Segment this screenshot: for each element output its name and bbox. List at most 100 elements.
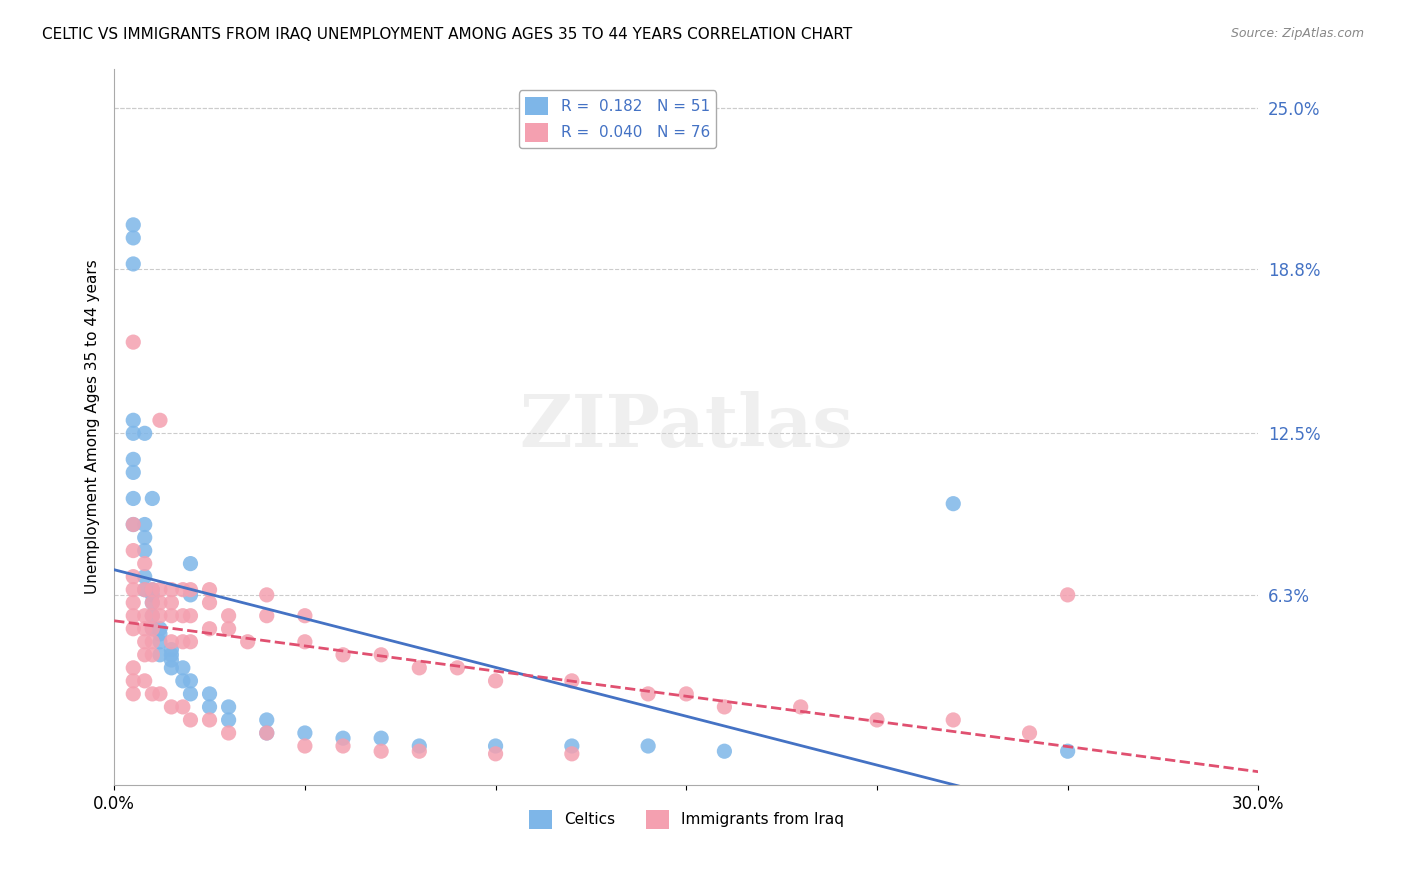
Point <box>141 648 163 662</box>
Point <box>675 687 697 701</box>
Point <box>122 452 145 467</box>
Point <box>179 673 201 688</box>
Point <box>370 744 392 758</box>
Point <box>149 687 172 701</box>
Point <box>141 608 163 623</box>
Point <box>122 596 145 610</box>
Point <box>160 642 183 657</box>
Point <box>236 634 259 648</box>
Point <box>122 218 145 232</box>
Point <box>332 648 354 662</box>
Point <box>789 700 811 714</box>
Point <box>332 731 354 746</box>
Point <box>198 700 221 714</box>
Point <box>160 700 183 714</box>
Point <box>122 231 145 245</box>
Point <box>134 517 156 532</box>
Point <box>561 739 583 753</box>
Point <box>256 726 278 740</box>
Point <box>179 588 201 602</box>
Point <box>134 634 156 648</box>
Point <box>198 622 221 636</box>
Point <box>172 582 194 597</box>
Point <box>134 426 156 441</box>
Point <box>141 634 163 648</box>
Point <box>134 531 156 545</box>
Point <box>122 335 145 350</box>
Point <box>134 673 156 688</box>
Point <box>484 673 506 688</box>
Point <box>408 661 430 675</box>
Point <box>122 622 145 636</box>
Point <box>141 596 163 610</box>
Point <box>160 661 183 675</box>
Point <box>160 634 183 648</box>
Point <box>294 739 316 753</box>
Point <box>141 622 163 636</box>
Point <box>942 713 965 727</box>
Point <box>172 608 194 623</box>
Point <box>179 608 201 623</box>
Point <box>370 648 392 662</box>
Point <box>198 596 221 610</box>
Point <box>122 257 145 271</box>
Point <box>179 713 201 727</box>
Point <box>218 713 240 727</box>
Point <box>122 582 145 597</box>
Point <box>134 582 156 597</box>
Point <box>149 596 172 610</box>
Text: Source: ZipAtlas.com: Source: ZipAtlas.com <box>1230 27 1364 40</box>
Point <box>122 517 145 532</box>
Point <box>561 673 583 688</box>
Point <box>713 700 735 714</box>
Point <box>256 726 278 740</box>
Point <box>134 557 156 571</box>
Point <box>198 713 221 727</box>
Point <box>160 648 183 662</box>
Point <box>179 582 201 597</box>
Point <box>294 726 316 740</box>
Point <box>370 731 392 746</box>
Point <box>637 687 659 701</box>
Point <box>122 608 145 623</box>
Y-axis label: Unemployment Among Ages 35 to 44 years: Unemployment Among Ages 35 to 44 years <box>86 260 100 594</box>
Point <box>198 687 221 701</box>
Point <box>141 582 163 597</box>
Point <box>1056 744 1078 758</box>
Point <box>218 700 240 714</box>
Point <box>134 648 156 662</box>
Point <box>172 634 194 648</box>
Point <box>866 713 889 727</box>
Point <box>141 608 163 623</box>
Point <box>1056 588 1078 602</box>
Point <box>256 588 278 602</box>
Text: ZIPatlas: ZIPatlas <box>519 392 853 462</box>
Point <box>446 661 468 675</box>
Point <box>179 634 201 648</box>
Point <box>149 627 172 641</box>
Point <box>713 744 735 758</box>
Point <box>141 622 163 636</box>
Point <box>637 739 659 753</box>
Point <box>122 426 145 441</box>
Point <box>134 608 156 623</box>
Point <box>160 608 183 623</box>
Point <box>256 608 278 623</box>
Point <box>294 608 316 623</box>
Point <box>561 747 583 761</box>
Point <box>134 543 156 558</box>
Point <box>172 661 194 675</box>
Point <box>122 661 145 675</box>
Point <box>408 744 430 758</box>
Point <box>942 497 965 511</box>
Point <box>134 582 156 597</box>
Point <box>122 687 145 701</box>
Point <box>149 648 172 662</box>
Point <box>179 687 201 701</box>
Point <box>149 622 172 636</box>
Point <box>141 687 163 701</box>
Legend: Celtics, Immigrants from Iraq: Celtics, Immigrants from Iraq <box>523 804 849 835</box>
Point <box>484 747 506 761</box>
Point <box>408 739 430 753</box>
Point <box>149 413 172 427</box>
